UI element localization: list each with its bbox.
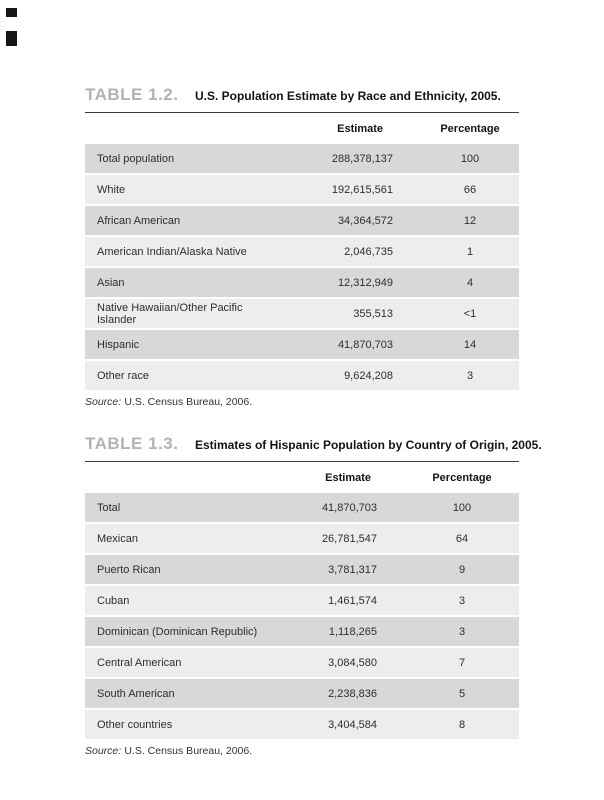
table-row: Other race 9,624,208 3 (85, 361, 519, 390)
source-label: Source: (85, 396, 122, 408)
source-text: U.S. Census Bureau, 2006. (124, 745, 253, 757)
percentage-cell: 3 (458, 594, 466, 607)
percentage-cell: 8 (458, 718, 466, 731)
table-row: Hispanic 41,870,703 14 (85, 330, 519, 359)
category-cell: Total population (97, 152, 175, 165)
estimate-cell: 1,118,265 (328, 625, 377, 638)
percentage-cell: 3 (458, 625, 466, 638)
title-rule (85, 461, 519, 462)
table-row: Puerto Rican 3,781,317 9 (85, 555, 519, 584)
estimate-cell: 41,870,703 (337, 338, 393, 351)
category-cell: South American (97, 687, 175, 700)
table-label: TABLE 1.3. (85, 434, 179, 453)
category-cell: African American (97, 214, 181, 227)
column-headers: Estimate Percentage (85, 472, 519, 486)
category-cell: Cuban (97, 594, 130, 607)
percentage-cell: 5 (458, 687, 466, 700)
table-title: Estimates of Hispanic Population by Coun… (194, 438, 542, 452)
percentage-cell: 4 (466, 276, 474, 289)
percentage-cell: 9 (458, 563, 466, 576)
estimate-cell: 3,404,584 (328, 718, 377, 731)
percentage-cell: 14 (463, 338, 477, 351)
category-column-header (85, 123, 273, 137)
estimate-cell: 41,870,703 (321, 501, 377, 514)
category-cell: Central American (97, 656, 182, 669)
estimate-cell: 9,624,208 (344, 369, 393, 382)
estimate-column-header: Estimate (337, 123, 383, 135)
table-row: White 192,615,561 66 (85, 175, 519, 204)
percentage-cell: 64 (455, 532, 469, 545)
source-note: Source: U.S. Census Bureau, 2006. (85, 396, 519, 408)
table-row: Cuban 1,461,574 3 (85, 586, 519, 615)
table-section-1-2: TABLE 1.2. U.S. Population Estimate by R… (85, 85, 519, 408)
percentage-cell: <1 (463, 307, 477, 320)
scan-registration-mark (6, 8, 17, 17)
table-row: Native Hawaiian/Other Pacific Islander 35… (85, 299, 519, 328)
table-row: American Indian/Alaska Native 2,046,735 1 (85, 237, 519, 266)
estimate-cell: 355,513 (353, 307, 393, 320)
estimate-cell: 3,781,317 (328, 563, 377, 576)
percentage-cell: 7 (458, 656, 466, 669)
percentage-cell: 100 (452, 501, 472, 514)
column-headers: Estimate Percentage (85, 123, 519, 137)
estimate-cell: 12,312,949 (337, 276, 393, 289)
table-section-1-3: TABLE 1.3. Estimates of Hispanic Populat… (85, 434, 542, 757)
category-cell: Asian (97, 276, 125, 289)
table-row: Mexican 26,781,547 64 (85, 524, 519, 553)
percentage-column-header: Percentage (440, 123, 500, 135)
estimate-cell: 1,461,574 (328, 594, 377, 607)
source-label: Source: (85, 745, 122, 757)
estimate-cell: 3,084,580 (328, 656, 377, 669)
estimate-cell: 2,238,836 (328, 687, 377, 700)
source-note: Source: U.S. Census Bureau, 2006. (85, 745, 519, 757)
table-heading: TABLE 1.2. U.S. Population Estimate by R… (85, 85, 519, 105)
percentage-cell: 1 (466, 245, 474, 258)
estimate-cell: 288,378,137 (331, 152, 393, 165)
category-cell: Hispanic (97, 338, 140, 351)
table-row: Dominican (Dominican Republic) 1,118,265 3 (85, 617, 519, 646)
category-cell: Mexican (97, 532, 138, 545)
category-cell: Dominican (Dominican Republic) (97, 625, 258, 638)
estimate-column-header: Estimate (325, 472, 371, 484)
table-row: Other countries 3,404,584 8 (85, 710, 519, 739)
table-row: African American 34,364,572 12 (85, 206, 519, 235)
percentage-cell: 12 (463, 214, 477, 227)
category-column-header (85, 472, 273, 486)
table-row: Central American 3,084,580 7 (85, 648, 519, 677)
percentage-cell: 100 (460, 152, 480, 165)
category-cell: American Indian/Alaska Native (97, 245, 247, 258)
percentage-cell: 3 (466, 369, 474, 382)
table-label: TABLE 1.2. (85, 85, 179, 104)
percentage-column-header: Percentage (432, 472, 492, 484)
percentage-cell: 66 (463, 183, 477, 196)
table-row: Total population 288,378,137 100 (85, 144, 519, 173)
table-row: South American 2,238,836 5 (85, 679, 519, 708)
title-rule (85, 112, 519, 113)
category-cell: Total (97, 501, 121, 514)
category-cell: Puerto Rican (97, 563, 161, 576)
source-text: U.S. Census Bureau, 2006. (124, 396, 253, 408)
table-row: Total 41,870,703 100 (85, 493, 519, 522)
estimate-cell: 192,615,561 (331, 183, 393, 196)
table-heading: TABLE 1.3. Estimates of Hispanic Populat… (85, 434, 542, 454)
table-rows: Total 41,870,703 100 Mexican 26,781,547 64 Pue… (85, 493, 519, 739)
category-cell: Other countries (97, 718, 173, 731)
category-cell: Other race (97, 369, 149, 382)
scan-registration-mark (6, 31, 17, 46)
category-cell: White (97, 183, 126, 196)
estimate-cell: 26,781,547 (321, 532, 377, 545)
category-cell: Native Hawaiian/Other Pacific Islander (97, 301, 243, 326)
estimate-cell: 34,364,572 (337, 214, 393, 227)
table-row: Asian 12,312,949 4 (85, 268, 519, 297)
table-title: U.S. Population Estimate by Race and Eth… (194, 89, 501, 103)
estimate-cell: 2,046,735 (344, 245, 393, 258)
table-rows: Total population 288,378,137 100 White 192,6… (85, 144, 519, 390)
